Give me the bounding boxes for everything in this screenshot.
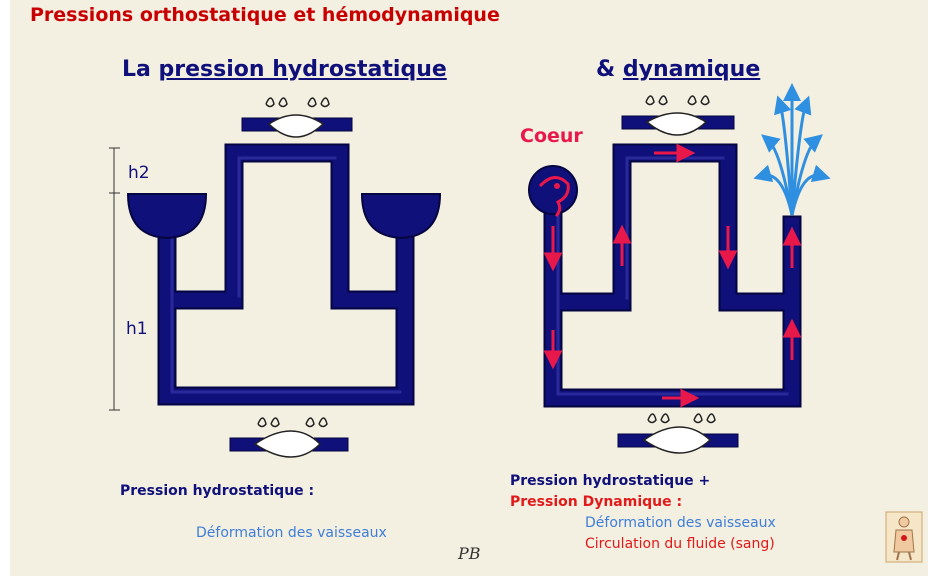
height-measure [109, 147, 120, 411]
left-heading-underlined: pression hydrostatique [158, 57, 447, 82]
right-caption-detail-1: Déformation des vaisseaux [585, 515, 776, 531]
right-reservoir-bowl [360, 193, 442, 240]
h1-label: h1 [126, 319, 148, 339]
diagram-art [109, 83, 923, 563]
vessel-deformation-icon [617, 413, 739, 454]
right-heading-prefix: & [596, 57, 623, 82]
left-heading-prefix: La [122, 57, 159, 82]
heart-label: Coeur [520, 125, 583, 147]
left-tube-system [157, 143, 415, 406]
right-heading: & dynamique [596, 57, 760, 82]
anatomy-figure-icon [885, 511, 923, 563]
flow-arrows [543, 143, 802, 408]
vessel-deformation-icon [241, 97, 353, 138]
left-heading: La pression hydrostatique [122, 57, 447, 82]
left-caption-title: Pression hydrostatique : [120, 483, 315, 499]
h2-label: h2 [128, 163, 150, 183]
right-caption-title-2: Pression Dynamique : [510, 494, 683, 510]
vessel-deformation-icon [229, 417, 349, 458]
heart-pump-icon [528, 165, 578, 218]
author-signature: PB [458, 544, 481, 563]
left-caption-detail: Déformation des vaisseaux [196, 525, 387, 541]
slide: Pressions orthostatique et hémodynamique… [10, 0, 928, 576]
right-tube-system [543, 143, 802, 408]
right-heading-underlined: dynamique [622, 57, 761, 82]
right-caption-title-1: Pression hydrostatique + [510, 473, 711, 489]
right-caption-detail-2: Circulation du fluide (sang) [585, 536, 775, 552]
vessel-deformation-icon [621, 95, 735, 136]
slide-title: Pressions orthostatique et hémodynamique [30, 4, 500, 26]
fountain-icon [753, 83, 831, 216]
left-reservoir-bowl [126, 193, 208, 240]
